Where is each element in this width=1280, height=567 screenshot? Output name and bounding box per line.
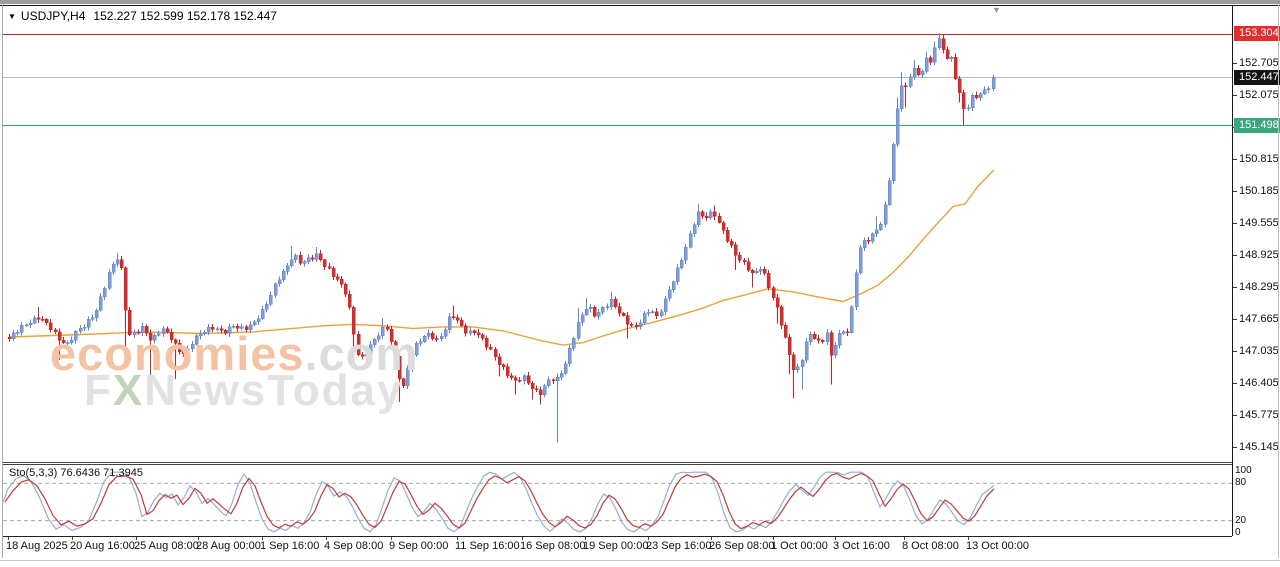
- stochastic-panel[interactable]: Sto(5,3,3) 76.6436 71.3945: [3, 464, 1232, 537]
- main-chart-canvas[interactable]: [3, 6, 1232, 462]
- time-axis-label: 13 Oct 00:00: [966, 540, 1029, 552]
- tick-mark: [1233, 318, 1237, 320]
- chart-frame-border: [0, 5, 1280, 6]
- time-tick-mark: [198, 537, 199, 540]
- sto-signal-line: [3, 471, 995, 533]
- price-axis-tick: 146.405: [1233, 377, 1280, 389]
- tick-mark: [1233, 222, 1237, 224]
- time-tick-mark: [904, 537, 905, 540]
- time-tick-mark: [773, 537, 774, 540]
- time-tick-mark: [585, 537, 586, 540]
- stochastic-label: Sto(5,3,3) 76.6436 71.3945: [9, 467, 143, 479]
- time-axis-label: 19 Sep 00:00: [583, 540, 649, 552]
- price-axis-tick: 148.925: [1233, 249, 1280, 261]
- tick-mark: [1233, 414, 1237, 416]
- symbol-dropdown-icon[interactable]: ▼: [8, 12, 16, 21]
- time-axis-label: 26 Sep 08:00: [709, 540, 775, 552]
- time-tick-mark: [72, 537, 73, 540]
- tick-mark: [1233, 254, 1237, 256]
- price-axis: 152.705152.075151.445150.815150.185149.5…: [1232, 6, 1280, 538]
- sto-scale-0: 0: [1235, 527, 1241, 538]
- tick-mark: [1233, 190, 1237, 192]
- time-axis: 18 Aug 2025 20 Aug 16:00 25 Aug 08:00 28 Au…: [3, 537, 1232, 560]
- price-badge-resistance: 153.304: [1234, 26, 1280, 42]
- time-tick-mark: [648, 537, 649, 540]
- time-axis-label: 28 Aug 00:00: [196, 540, 261, 552]
- sto-scale-20: 20: [1235, 514, 1247, 526]
- sto-main-line: [4, 472, 995, 530]
- price-axis-tick: 145.145: [1233, 441, 1280, 453]
- tick-mark: [1233, 94, 1237, 96]
- chart-symbol-period: USDJPY,H4: [20, 9, 86, 23]
- time-tick-mark: [522, 537, 523, 540]
- candlestick-layer[interactable]: [7, 32, 996, 443]
- window-right-edge: [1278, 5, 1279, 558]
- time-tick-mark: [835, 537, 836, 540]
- stochastic-canvas[interactable]: [3, 465, 1232, 534]
- price-badge-current: 152.447: [1234, 69, 1280, 85]
- price-axis-tick: 148.295: [1233, 281, 1280, 293]
- time-axis-label: 18 Aug 2025: [6, 540, 68, 552]
- tick-mark: [1233, 62, 1237, 64]
- price-axis-tick: 149.555: [1233, 217, 1280, 229]
- time-axis-label: 11 Sep 16:00: [455, 540, 520, 552]
- window-top-strip: [0, 0, 1280, 5]
- ma-line: [8, 169, 995, 346]
- chart-ohlc-values: 152.227 152.599 152.178 152.447: [93, 9, 277, 23]
- time-tick-mark: [262, 537, 263, 540]
- price-axis-tick: 152.705: [1233, 57, 1280, 69]
- sto-scale-80: 80: [1235, 477, 1247, 489]
- tick-mark: [1233, 286, 1237, 288]
- time-tick-mark: [457, 537, 458, 540]
- time-axis-label: 20 Aug 16:00: [70, 540, 135, 552]
- time-axis-label: 3 Oct 16:00: [833, 540, 890, 552]
- window-left-edge: [2, 5, 3, 558]
- sto-scale-100: 100: [1235, 465, 1252, 476]
- time-tick-mark: [711, 537, 712, 540]
- time-axis-label: 23 Sep 16:00: [646, 540, 712, 552]
- time-tick-mark: [391, 537, 392, 540]
- price-axis-tick: 150.185: [1233, 185, 1280, 197]
- chart-title: ▼ USDJPY,H4 152.227 152.599 152.178 152.44…: [8, 9, 277, 23]
- price-axis-tick: 145.775: [1233, 409, 1280, 421]
- price-axis-tick: 147.035: [1233, 345, 1280, 357]
- main-price-panel[interactable]: [3, 6, 1232, 463]
- tick-mark: [1233, 158, 1237, 160]
- time-axis-label: 9 Sep 00:00: [389, 540, 449, 552]
- tick-mark: [1233, 446, 1237, 448]
- time-tick-mark: [8, 537, 9, 540]
- price-badge-support: 151.498: [1234, 117, 1280, 133]
- time-axis-label: 16 Sep 08:00: [520, 540, 586, 552]
- time-tick-mark: [968, 537, 969, 540]
- chart-shift-marker[interactable]: ▼: [992, 5, 1001, 15]
- time-axis-label: 4 Sep 08:00: [324, 540, 384, 552]
- time-axis-label: 1 Oct 00:00: [771, 540, 828, 552]
- price-axis-tick: 147.665: [1233, 313, 1280, 325]
- time-tick-mark: [136, 537, 137, 540]
- window-bottom-edge: [0, 560, 1280, 561]
- time-tick-mark: [326, 537, 327, 540]
- time-axis-label: 25 Aug 08:00: [134, 540, 199, 552]
- time-axis-label: 1 Sep 16:00: [260, 540, 320, 552]
- time-axis-label: 8 Oct 08:00: [902, 540, 959, 552]
- price-axis-tick: 152.075: [1233, 89, 1280, 101]
- tick-mark: [1233, 382, 1237, 384]
- tick-mark: [1233, 350, 1237, 352]
- price-axis-tick: 150.815: [1233, 153, 1280, 165]
